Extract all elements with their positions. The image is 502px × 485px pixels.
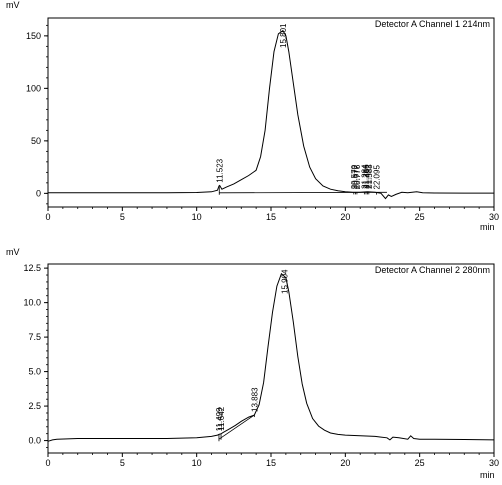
y-tick-label: 12.5: [23, 263, 41, 273]
peak-label: 11.523: [215, 158, 224, 182]
peak-label: 21.583: [365, 164, 374, 189]
chart-title: Detector A Channel 1 214nm: [375, 19, 490, 29]
y-tick-label: 5.0: [28, 367, 41, 377]
y-tick-label: 150: [26, 31, 41, 41]
peak-label: 20.570: [350, 164, 359, 189]
chromatogram-trace: [47, 272, 495, 442]
peak-label: 13.883: [250, 387, 259, 412]
y-axis-label: mV: [6, 247, 20, 257]
x-tick-label: 5: [120, 212, 125, 222]
peak-label: 11.642: [217, 406, 226, 430]
peak-label: 15.801: [279, 23, 288, 48]
y-axis-label: mV: [6, 0, 20, 10]
peak-label: 15.904: [280, 269, 289, 294]
peak-label: 21.492: [364, 164, 373, 189]
y-tick-label: 2.5: [28, 401, 41, 411]
peak-label: 20.677: [351, 164, 360, 189]
x-tick-label: 30: [489, 212, 499, 222]
x-tick-label: 0: [45, 458, 50, 468]
x-tick-label: 20: [340, 212, 350, 222]
peak-label: 20.776: [353, 164, 362, 189]
x-tick-label: 15: [266, 458, 276, 468]
y-tick-label: 50: [31, 136, 41, 146]
x-axis-label: min: [480, 222, 495, 232]
peak-label: 21.386: [362, 164, 371, 189]
plot-frame: [47, 17, 495, 208]
x-tick-label: 10: [192, 458, 202, 468]
chart-channel-2: mV min Detector A Channel 2 280nm 0 5 10 15…: [6, 247, 499, 480]
x-tick-label: 25: [415, 458, 425, 468]
plot-frame: [47, 263, 495, 454]
x-tick-label: 5: [120, 458, 125, 468]
integration-baseline: [218, 414, 255, 440]
y-tick-label: 7.5: [28, 332, 41, 342]
peak-label: 21.284: [360, 164, 369, 189]
y-tick-label: 100: [26, 83, 41, 93]
y-tick-label: 0.0: [28, 436, 41, 446]
x-tick-label: 10: [192, 212, 202, 222]
x-tick-label: 20: [340, 458, 350, 468]
x-tick-label: 15: [266, 212, 276, 222]
chromatogram-trace: [48, 29, 494, 200]
y-tick-label: 0: [36, 188, 41, 198]
chart-title: Detector A Channel 2 280nm: [375, 265, 490, 275]
x-tick-label: 30: [489, 458, 499, 468]
x-axis-label: min: [480, 470, 495, 480]
y-tick-label: 10.0: [23, 298, 41, 308]
x-tick-label: 0: [45, 212, 50, 222]
x-tick-label: 25: [415, 212, 425, 222]
chart-channel-1: mV min Detector A Channel 1 214nm 0 5 10 15…: [6, 0, 499, 232]
peak-label: 11.499: [215, 407, 224, 431]
peak-label: 22.095: [372, 165, 381, 190]
